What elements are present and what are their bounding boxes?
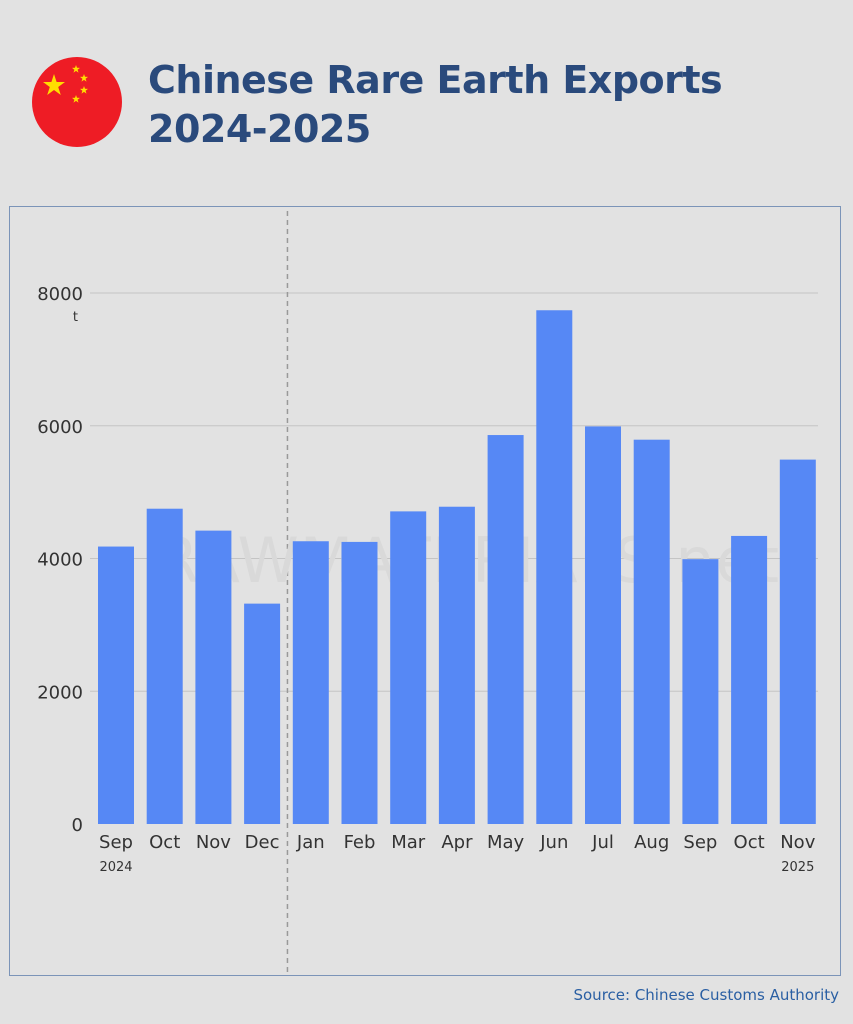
bar [438,506,475,824]
bar [779,459,816,824]
bar [390,511,427,824]
year-label: 2025 [781,860,814,875]
x-tick-label: Oct [149,832,180,853]
bar [536,310,573,824]
source-note: Source: Chinese Customs Authority [573,986,839,1004]
bar [487,435,524,824]
bar [585,426,621,824]
bar [731,535,768,824]
x-tick-label: Nov [196,832,231,853]
y-tick-label: 6000 [37,417,83,438]
title-line-1: Chinese Rare Earth Exports [148,58,723,102]
x-tick-label: Jan [296,832,325,853]
bar [292,541,329,824]
title-line-2: 2024-2025 [148,107,371,151]
bar-chart: 02000400060008000tRAWMATERIALS.netSepOct… [37,211,818,973]
china-flag-icon [32,57,122,147]
flag-small-star [80,86,88,94]
y-tick-label: 2000 [37,682,83,703]
x-tick-label: Nov [780,832,815,853]
page-title: Chinese Rare Earth Exports 2024-2025 [148,56,723,154]
y-unit-label: t [73,310,78,325]
bar [682,559,719,824]
x-tick-label: Dec [245,832,280,853]
x-tick-label: Apr [441,832,473,853]
x-tick-label: Jul [591,832,614,853]
x-tick-label: Aug [634,832,669,853]
y-tick-label: 4000 [37,550,83,571]
bar [195,530,232,824]
x-tick-label: Sep [683,832,717,853]
bar [633,439,670,824]
x-tick-label: Oct [734,832,765,853]
y-tick-label: 0 [72,815,83,836]
bar [244,603,281,824]
year-label: 2024 [99,860,132,875]
x-tick-label: Feb [344,832,376,853]
x-tick-label: Jun [539,832,568,853]
x-tick-label: May [487,832,525,853]
flag-small-star [80,74,88,82]
y-tick-label: 8000 [37,284,83,305]
bar [146,508,183,824]
flag-small-star [72,65,80,73]
bar [341,541,378,824]
chart-panel: 02000400060008000tRAWMATERIALS.netSepOct… [9,206,841,976]
bar [98,546,134,824]
x-tick-label: Mar [391,832,426,853]
x-tick-label: Sep [99,832,133,853]
flag-big-star [43,74,65,95]
flag-small-star [72,95,80,103]
